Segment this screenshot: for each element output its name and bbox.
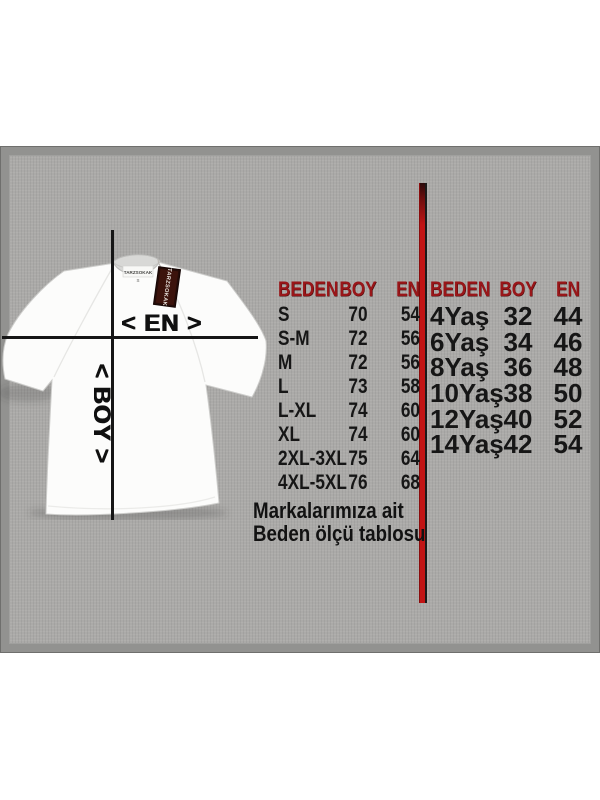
cell-size: 6Yaş [430,327,490,357]
cell-boy: 72 [348,327,368,350]
cell-en: 48 [553,352,583,382]
header-cell-en: EN [556,278,580,301]
header-cell-beden: BEDEN [278,278,339,301]
cell-en: 60 [400,399,420,422]
cell-en: 52 [553,404,583,434]
cell-en: 64 [400,447,420,470]
cell-boy: 73 [348,375,368,398]
hem-stitch [47,496,216,510]
cell-boy: 34 [503,327,533,357]
cell-boy: 36 [503,352,533,382]
table-row: 4XL-5XL 76 68 [270,471,426,495]
cell-en: 54 [553,429,583,459]
cell-en: 44 [553,301,583,331]
table-row: 12Yaş 40 52 [424,404,600,434]
neck-size-letter: S [136,278,139,283]
cell-boy: 74 [348,399,368,422]
cell-en: 56 [400,327,420,350]
shirt-body [2,256,267,516]
header-cell-beden: BEDEN [430,278,491,301]
cell-boy: 72 [348,351,368,374]
hang-tag-text: TARZSOKAK [161,268,172,307]
table-header-row: BEDEN BOY EN [270,278,426,302]
cell-boy: 38 [503,378,533,408]
neck-label [122,265,154,278]
cell-boy: 70 [348,303,368,326]
cell-en: 56 [400,351,420,374]
cell-en: 54 [400,303,420,326]
kids-size-table: BEDEN BOY EN 4Yaş 32 44 6Yaş 34 46 8Yaş … [424,277,600,461]
size-panel [0,146,600,653]
cell-size: 4XL-5XL [278,471,347,494]
cell-boy: 74 [348,423,368,446]
cell-size: XL [278,423,301,446]
cell-size: 8Yaş [430,352,490,382]
cell-boy: 42 [503,429,533,459]
cell-size: 2XL-3XL [278,447,347,470]
cell-boy: 75 [348,447,368,470]
tshirt-illustration: TARZSOKAK S TARZSOKAK [0,254,267,520]
cell-size: S [278,303,290,326]
hang-tag: TARZSOKAK [152,266,182,308]
header-cell-en: EN [396,278,420,301]
table-row: 8Yaş 36 48 [424,352,600,382]
cell-en: 58 [400,375,420,398]
adult-size-table: BEDEN BOY EN S 70 54 S-M 72 56 M 72 56 L… [270,277,426,497]
cell-en: 46 [553,327,583,357]
table-header-row: BEDEN BOY EN [424,278,600,302]
table-row: 4Yaş 32 44 [424,301,600,331]
header-cell-boy: BOY [499,278,537,301]
length-axis-line [111,230,114,520]
width-axis-line [2,336,258,339]
left-raglan-seam [53,264,115,378]
cell-en: 60 [400,423,420,446]
caption-line-1: Markalarımıza ait [253,498,404,523]
length-axis-label: < BOY > [88,364,115,464]
width-axis-label: < EN > [121,310,203,337]
caption-line-2: Beden ölçü tablosu [253,521,426,546]
table-row: XL 74 60 [270,423,426,447]
cell-boy: 32 [503,301,533,331]
cell-size: M [278,351,293,374]
cell-size: 4Yaş [430,301,490,331]
cell-size: 12Yaş [430,404,504,434]
table-row: M 72 56 [270,351,426,375]
table-row: 10Yaş 38 50 [424,378,600,408]
table-caption: Markalarımıza ait Beden ölçü tablosu [253,499,473,545]
table-divider-line [419,183,427,603]
header-cell-boy: BOY [339,278,377,301]
cell-size: 14Yaş [430,429,504,459]
cell-size: 10Yaş [430,378,504,408]
cell-size: L [278,375,289,398]
neck-brand-label: TARZSOKAK [124,270,153,275]
table-row: 2XL-3XL 75 64 [270,447,426,471]
table-row: L 73 58 [270,375,426,399]
cell-boy: 40 [503,404,533,434]
table-row: 6Yaş 34 46 [424,327,600,357]
table-row: L-XL 74 60 [270,399,426,423]
table-row: 14Yaş 42 54 [424,429,600,459]
cell-en: 50 [553,378,583,408]
cell-en: 68 [400,471,420,494]
table-row: S 70 54 [270,303,426,327]
cell-size: S-M [278,327,310,350]
table-row: S-M 72 56 [270,327,426,351]
cell-boy: 76 [348,471,368,494]
cell-size: L-XL [278,399,317,422]
